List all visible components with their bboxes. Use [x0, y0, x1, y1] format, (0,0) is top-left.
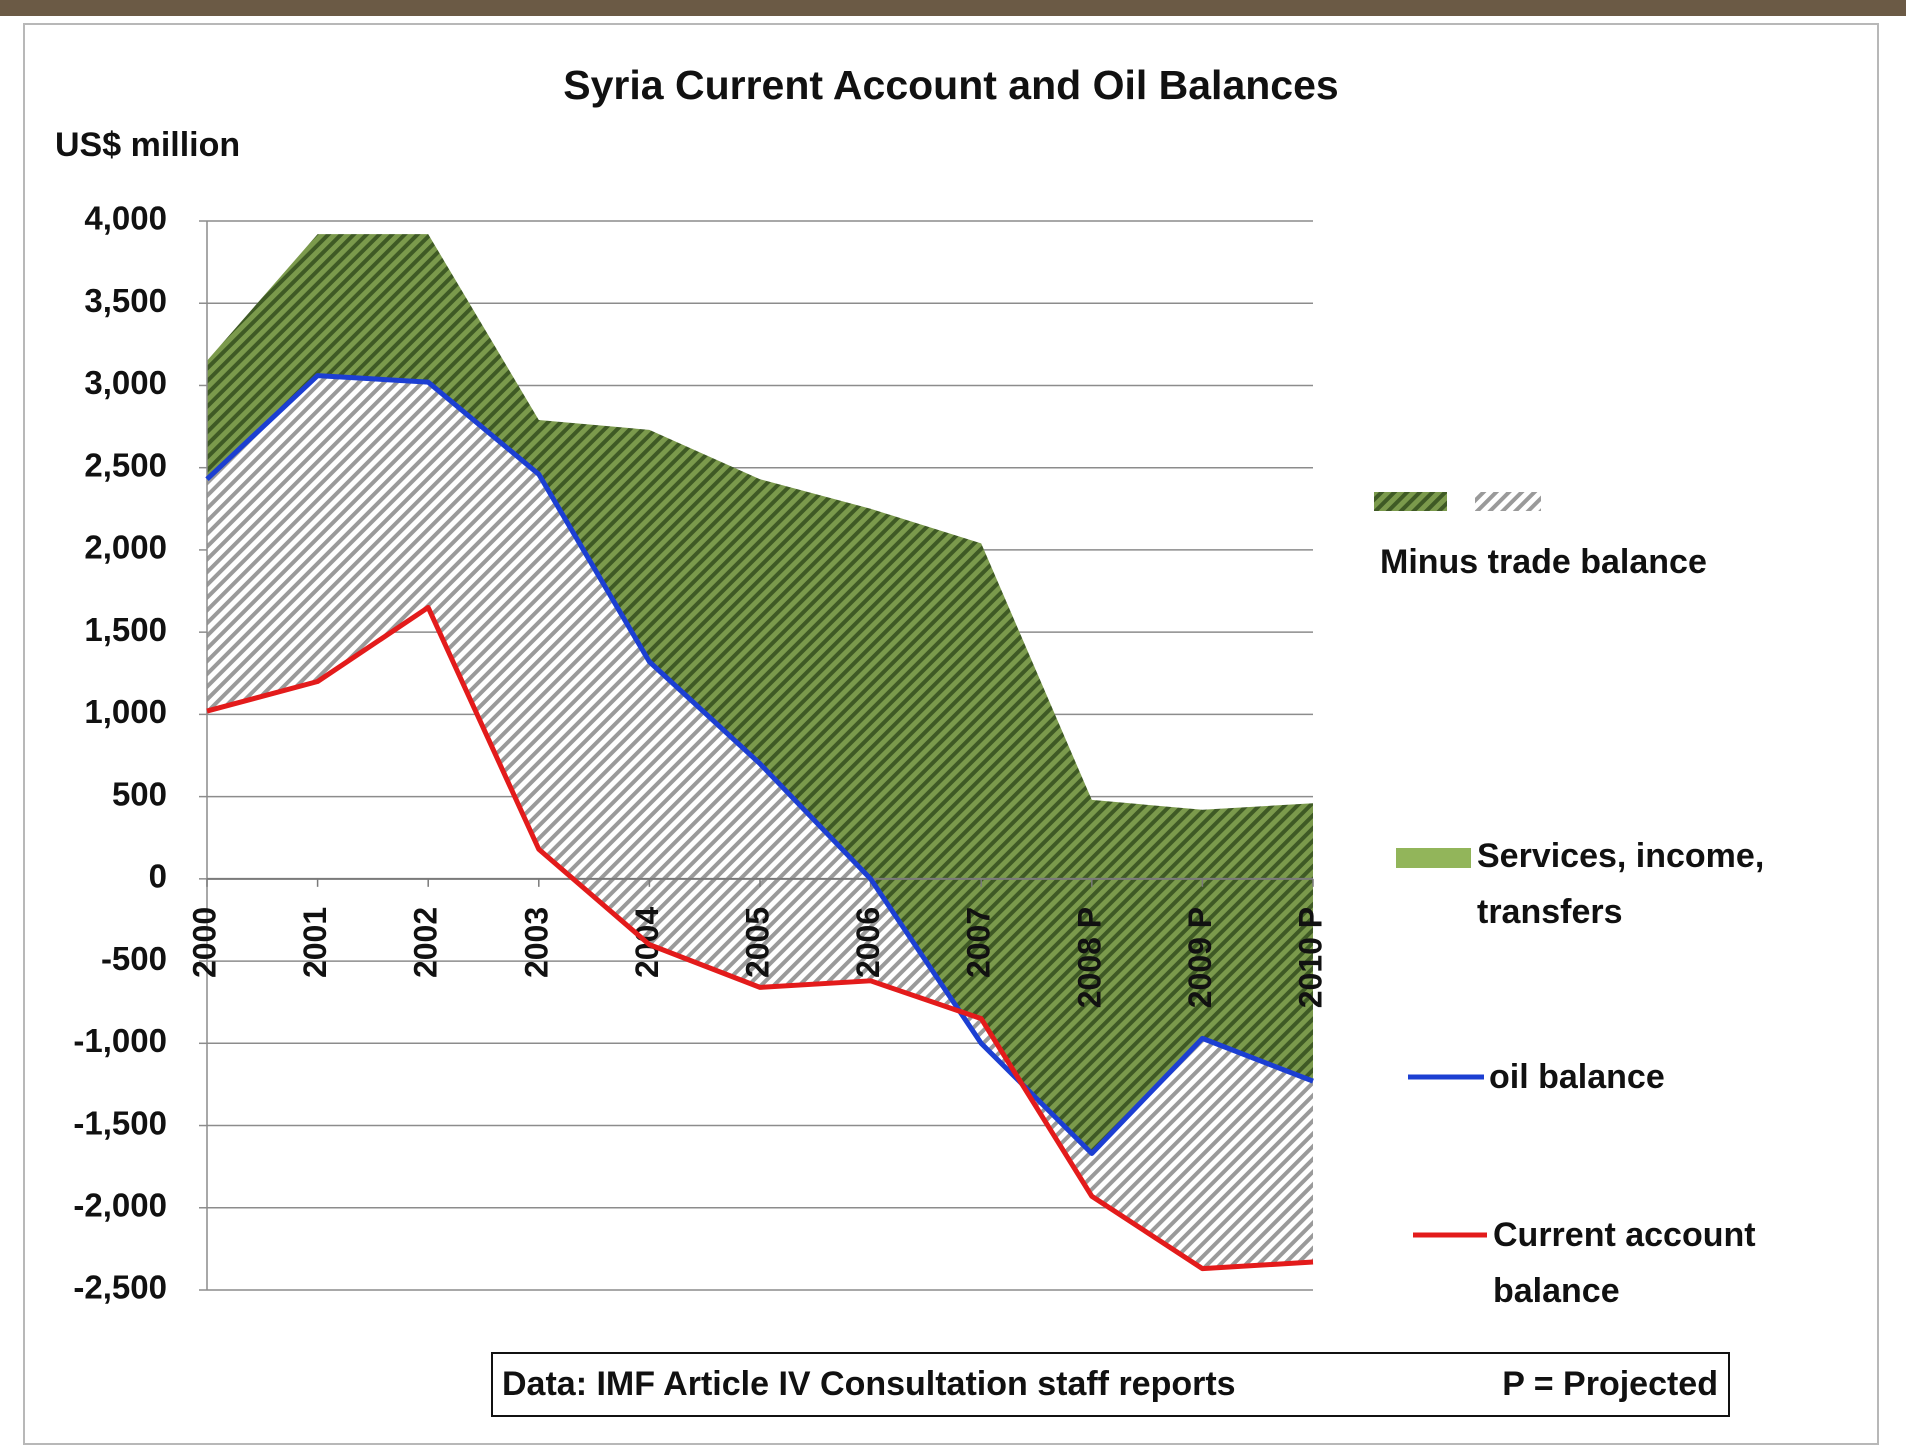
x-tick-label: 2008 P [1071, 907, 1107, 1008]
x-tick-label: 2002 [408, 907, 444, 978]
x-tick-label: 2009 P [1182, 907, 1218, 1008]
x-tick-label: 2001 [297, 907, 333, 978]
line-1 [205, 373, 1314, 1156]
y-tick-label: -2,500 [73, 1269, 167, 1306]
x-tick-label: 2003 [518, 907, 554, 978]
source-box [491, 1352, 1730, 1417]
legend-label: Minus trade balance [1380, 543, 1707, 581]
line-2 [206, 604, 1314, 1272]
y-axis-label: US$ million [55, 126, 240, 164]
source: Data: IMF Article IV Consultation staff … [502, 1365, 1236, 1403]
y-tick-label: -500 [101, 940, 167, 977]
x-tick-label: 2007 [961, 907, 997, 978]
area-minus-trade [207, 234, 1313, 1154]
y-tick-label: 3,500 [84, 282, 167, 319]
legend-swatch [1374, 492, 1447, 511]
legend-swatch [1396, 848, 1471, 868]
x-tick-label: 2006 [850, 907, 886, 978]
y-tick-label: 2,500 [84, 446, 167, 483]
y-tick-label: 4,000 [84, 200, 167, 237]
legend-label: Current account balance [1493, 1216, 1756, 1310]
footnote: P = Projected [1502, 1365, 1718, 1403]
x-tick-label: 2000 [186, 907, 222, 978]
y-tick-label: -1,500 [73, 1104, 167, 1141]
chart-title: Syria Current Account and Oil Balances [563, 62, 1338, 108]
y-tick-label: 3,000 [84, 364, 167, 401]
y-tick-label: -1,000 [73, 1022, 167, 1059]
legend-label: oil balance [1489, 1058, 1665, 1096]
y-tick-label: -2,000 [73, 1186, 167, 1223]
y-tick-label: 1,000 [84, 693, 167, 730]
x-tick-label: 2010 P [1292, 907, 1328, 1008]
y-tick-label: 500 [112, 775, 167, 812]
legend-label: Services, income, transfers [1477, 837, 1765, 931]
y-tick-label: 1,500 [84, 611, 167, 648]
top-strip [0, 0, 1906, 16]
area-gap [207, 375, 1313, 1269]
x-tick-label: 2005 [739, 907, 775, 978]
y-tick-label: 2,000 [84, 529, 167, 566]
legend-swatch [1475, 492, 1541, 511]
y-tick-label: 0 [149, 858, 167, 895]
